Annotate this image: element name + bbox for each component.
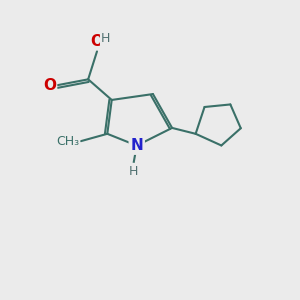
Text: O: O	[43, 78, 56, 93]
Text: H: H	[100, 32, 110, 46]
Text: O: O	[91, 34, 103, 49]
Text: CH₃: CH₃	[56, 135, 79, 148]
Text: N: N	[130, 138, 143, 153]
Text: H: H	[129, 165, 139, 178]
